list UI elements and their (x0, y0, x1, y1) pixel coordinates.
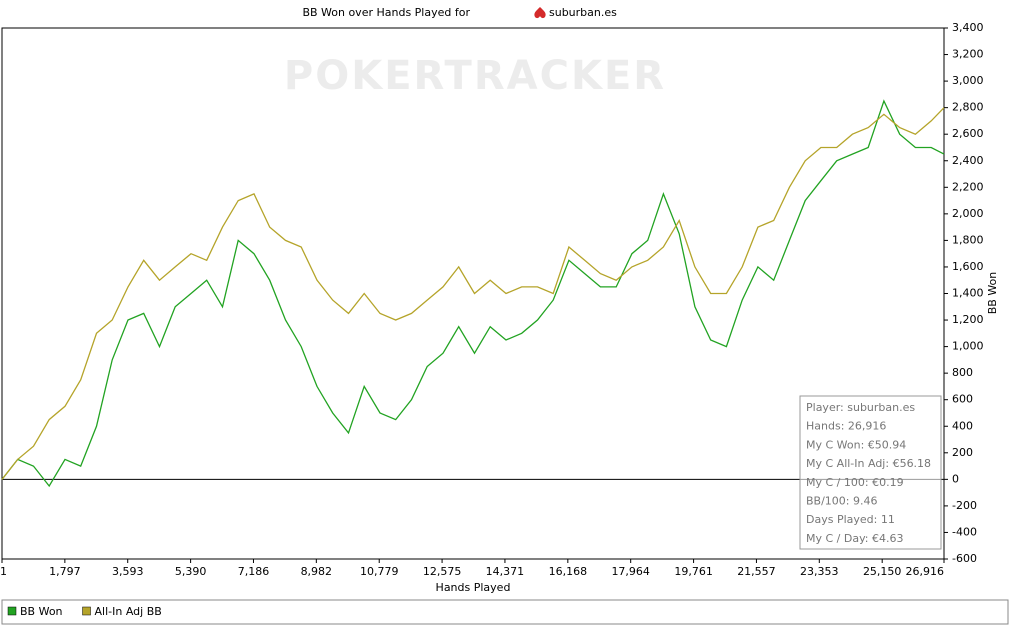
y-tick-label: 400 (952, 419, 973, 432)
legend-label: BB Won (20, 605, 63, 618)
y-tick-label: 200 (952, 446, 973, 459)
x-tick-label: 26,916 (906, 565, 945, 578)
y-tick-label: -600 (952, 552, 977, 565)
x-tick-label: 7,186 (238, 565, 270, 578)
x-tick-label: 21,557 (737, 565, 776, 578)
y-tick-label: 2,000 (952, 207, 984, 220)
y-tick-label: 1,000 (952, 340, 984, 353)
stats-line: Player: suburban.es (806, 401, 915, 414)
y-tick-label: 1,600 (952, 260, 984, 273)
stats-box (799, 395, 942, 550)
stats-line: Days Played: 11 (806, 513, 895, 526)
y-tick-label: -200 (952, 499, 977, 512)
chart-title-player: suburban.es (549, 6, 617, 19)
x-tick-label: 23,353 (800, 565, 839, 578)
stats-line: BB/100: 9.46 (806, 495, 878, 508)
x-tick-label: 8,982 (301, 565, 333, 578)
x-tick-label: 25,150 (863, 565, 902, 578)
x-axis-label: Hands Played (436, 581, 511, 594)
y-tick-label: 3,000 (952, 74, 984, 87)
player-icon (534, 7, 546, 19)
legend-swatch (82, 606, 91, 616)
y-tick-label: 1,400 (952, 287, 984, 300)
y-tick-label: 0 (952, 472, 959, 485)
y-tick-label: 1,200 (952, 313, 984, 326)
y-tick-label: 2,400 (952, 154, 984, 167)
y-axis-label: BB Won (986, 272, 999, 315)
y-tick-label: 800 (952, 366, 973, 379)
stats-line: My C / Day: €4.63 (806, 532, 904, 545)
y-tick-label: 1,800 (952, 233, 984, 246)
legend-label: All-In Adj BB (95, 605, 162, 618)
x-tick-label: 16,168 (549, 565, 588, 578)
x-tick-label: 1,797 (49, 565, 81, 578)
stats-line: My C All-In Adj: €56.18 (806, 457, 931, 470)
series-line (1, 107, 945, 480)
legend-swatch (7, 606, 17, 616)
y-tick-label: 2,600 (952, 127, 984, 140)
stats-line: My C Won: €50.94 (806, 438, 906, 451)
y-tick-label: 2,800 (952, 101, 984, 114)
legend (1, 599, 1009, 625)
x-tick-label: 5,390 (175, 565, 207, 578)
x-tick-label: 3,593 (112, 565, 144, 578)
y-tick-label: -400 (952, 525, 977, 538)
stats-line: Hands: 26,916 (806, 420, 886, 433)
x-tick-label: 12,575 (423, 565, 462, 578)
y-tick-label: 2,200 (952, 180, 984, 193)
y-tick-label: 3,200 (952, 48, 984, 61)
y-tick-label: 600 (952, 393, 973, 406)
y-tick-label: 3,400 (952, 21, 984, 34)
watermark: POKERTRACKER (284, 53, 666, 99)
stats-line: My C / 100: €0.19 (806, 476, 904, 489)
x-tick-label: 19,761 (674, 565, 713, 578)
x-tick-label: 10,779 (360, 565, 399, 578)
x-tick-label: 17,964 (611, 565, 650, 578)
x-tick-label: 14,371 (486, 565, 525, 578)
series-line (1, 99, 945, 488)
x-tick-label: 1 (0, 565, 7, 578)
chart-title: BB Won over Hands Played for (302, 6, 470, 19)
